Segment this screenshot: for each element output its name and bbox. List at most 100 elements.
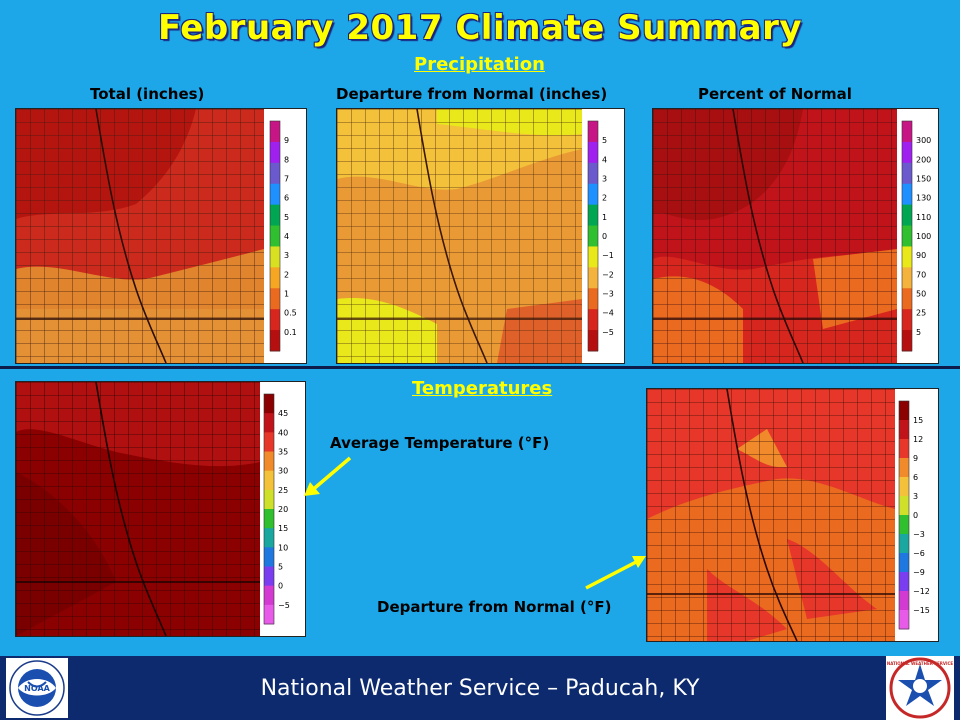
avg_temp-legend-label: −5 bbox=[278, 601, 290, 610]
temp_departure-legend-swatch bbox=[899, 553, 909, 573]
departure_precip-legend-swatch bbox=[588, 204, 598, 227]
percent-legend-label: 70 bbox=[916, 270, 926, 279]
total-legend-label: 4 bbox=[284, 232, 289, 241]
departure-precip-map-panel: 5 4 3 2 1 0 −1 −2 −3 −4 −5 bbox=[336, 108, 625, 364]
temp-departure-legend: 15 12 9 6 3 0 −3 −6 −9 −12 −15 bbox=[895, 389, 938, 641]
avg_temp-legend-swatch bbox=[264, 432, 274, 452]
total-legend-label: 2 bbox=[284, 270, 289, 279]
temp_departure-legend-swatch bbox=[899, 534, 909, 554]
avg-temp-caption: Average Temperature (°F) bbox=[330, 434, 550, 452]
percent-legend-label: 300 bbox=[916, 136, 931, 145]
temp_departure-legend-swatch bbox=[899, 515, 909, 535]
avg-temp-map bbox=[16, 382, 260, 636]
total-precip-legend: 9 8 7 6 5 4 3 2 1 0.5 0.1 bbox=[266, 109, 306, 363]
departure_precip-legend-label: −2 bbox=[602, 270, 614, 279]
departure_precip-legend-label: 1 bbox=[602, 213, 607, 222]
page-title: February 2017 Climate Summary bbox=[157, 8, 803, 48]
temp_departure-legend-swatch bbox=[899, 591, 909, 611]
departure_precip-legend-swatch bbox=[588, 246, 598, 268]
avg_temp-legend-swatch bbox=[264, 451, 274, 472]
percent-legend-label: 130 bbox=[916, 194, 931, 203]
departure_precip-legend-swatch bbox=[588, 141, 598, 164]
departure_precip-legend-swatch bbox=[588, 121, 598, 143]
avg-temp-colorbar: 45 40 35 30 25 20 15 10 5 0 −5 bbox=[263, 393, 290, 625]
temp_departure-legend-label: 0 bbox=[913, 511, 918, 520]
departure_precip-legend-swatch bbox=[588, 267, 598, 289]
temp_departure-legend-swatch bbox=[899, 496, 909, 516]
percent-legend-swatch bbox=[902, 309, 912, 331]
percent-normal-map-panel: 300 200 150 130 110 100 90 70 50 25 5 bbox=[652, 108, 939, 364]
total-legend-swatch bbox=[270, 246, 280, 268]
total-legend-label: 7 bbox=[284, 175, 289, 184]
percent-legend-swatch bbox=[902, 288, 912, 310]
temp_departure-legend-label: 15 bbox=[913, 416, 923, 425]
percent-legend-swatch bbox=[902, 330, 912, 352]
total-legend-label: 0.5 bbox=[284, 309, 297, 318]
avg_temp-legend-label: 0 bbox=[278, 582, 283, 591]
total-legend-swatch bbox=[270, 162, 280, 185]
total-legend-swatch bbox=[270, 330, 280, 352]
temp_departure-legend-swatch bbox=[899, 610, 909, 630]
avg_temp-legend-label: 40 bbox=[278, 428, 288, 437]
percent-legend-label: 110 bbox=[916, 213, 931, 222]
temp_departure-legend-swatch bbox=[899, 572, 909, 592]
total-precip-colorbar: 9 8 7 6 5 4 3 2 1 0.5 0.1 bbox=[269, 120, 297, 352]
percent-normal-legend: 300 200 150 130 110 100 90 70 50 25 5 bbox=[898, 109, 938, 363]
percent-legend-swatch bbox=[902, 162, 912, 185]
total-legend-label: 3 bbox=[284, 251, 289, 260]
avg_temp-legend-label: 5 bbox=[278, 563, 283, 572]
temp_departure-legend-label: 9 bbox=[913, 454, 918, 463]
avg_temp-legend-label: 15 bbox=[278, 524, 288, 533]
departure_precip-legend-label: −1 bbox=[602, 251, 614, 260]
total-legend-label: 6 bbox=[284, 194, 289, 203]
avg_temp-legend-label: 45 bbox=[278, 409, 288, 418]
temp_departure-legend-swatch bbox=[899, 477, 909, 497]
departure_precip-legend-swatch bbox=[588, 288, 598, 310]
avg-temp-map-panel: 45 40 35 30 25 20 15 10 5 0 −5 bbox=[15, 381, 306, 637]
avg_temp-legend-label: 35 bbox=[278, 448, 288, 457]
temp-departure-map bbox=[647, 389, 895, 641]
precipitation-heading: Precipitation bbox=[414, 54, 545, 75]
percent-legend-label: 50 bbox=[916, 290, 926, 299]
avg_temp-legend-swatch bbox=[264, 566, 274, 587]
avg_temp-legend-frame bbox=[263, 393, 275, 625]
percent-legend-swatch bbox=[902, 246, 912, 268]
temperatures-heading: Temperatures bbox=[412, 378, 553, 399]
footer-text: National Weather Service – Paducah, KY bbox=[260, 676, 700, 701]
percent-legend-frame bbox=[901, 120, 913, 352]
noaa-logo-icon: NOAA bbox=[6, 658, 68, 718]
departure_precip-legend-swatch bbox=[588, 183, 598, 206]
total-precip-map-panel: 9 8 7 6 5 4 3 2 1 0.5 0.1 bbox=[15, 108, 307, 364]
nws-logo-text: NATIONAL WEATHER SERVICE bbox=[887, 661, 954, 666]
avg_temp-legend-label: 20 bbox=[278, 505, 288, 514]
departure_precip-legend-label: 4 bbox=[602, 155, 607, 164]
percent-legend-label: 90 bbox=[916, 251, 926, 260]
temp-departure-map-panel: 15 12 9 6 3 0 −3 −6 −9 −12 −15 bbox=[646, 388, 939, 642]
departure-precip-map bbox=[337, 109, 582, 363]
avg_temp-legend-swatch bbox=[264, 470, 274, 491]
avg_temp-legend-label: 10 bbox=[278, 543, 288, 552]
avg_temp-legend-swatch bbox=[264, 509, 274, 529]
departure_precip-legend-swatch bbox=[588, 162, 598, 185]
temp_departure-legend-swatch bbox=[899, 420, 909, 440]
avg_temp-legend-swatch bbox=[264, 585, 274, 606]
total-legend-swatch bbox=[270, 121, 280, 143]
departure_precip-legend-swatch bbox=[588, 309, 598, 331]
total-legend-label: 1 bbox=[284, 290, 289, 299]
total-legend-swatch bbox=[270, 267, 280, 289]
total-legend-label: 9 bbox=[284, 136, 289, 145]
temp_departure-legend-swatch bbox=[899, 401, 909, 421]
avg_temp-legend-swatch bbox=[264, 604, 274, 625]
temp_departure-legend-label: 6 bbox=[913, 473, 918, 482]
nws-logo-icon: NATIONAL WEATHER SERVICE bbox=[886, 656, 954, 720]
percent-legend-label: 200 bbox=[916, 155, 931, 164]
departure_precip-legend-frame bbox=[587, 120, 599, 352]
temp_departure-legend-label: −15 bbox=[913, 606, 930, 615]
total-legend-label: 8 bbox=[284, 155, 289, 164]
departure-precip-legend: 5 4 3 2 1 0 −1 −2 −3 −4 −5 bbox=[584, 109, 624, 363]
percent-legend-label: 5 bbox=[916, 328, 921, 337]
percent-legend-swatch bbox=[902, 225, 912, 247]
departure_precip-legend-swatch bbox=[588, 225, 598, 247]
departure_precip-legend-label: −5 bbox=[602, 328, 614, 337]
total-legend-frame bbox=[269, 120, 281, 352]
